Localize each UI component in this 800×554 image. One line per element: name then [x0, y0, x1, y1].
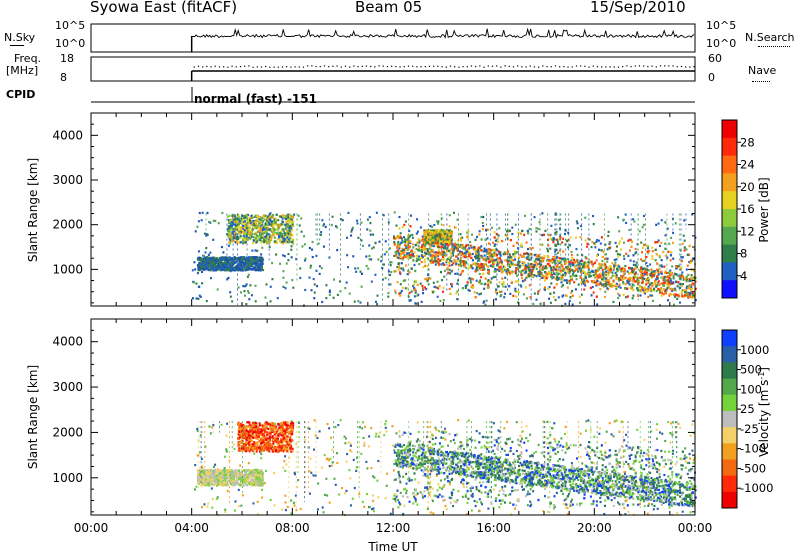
nsky-tick-bottom: 10^0 [55, 37, 86, 50]
freq-series [190, 65, 695, 81]
colorbar-swatch [722, 137, 737, 157]
beam-title: Beam 05 [355, 0, 423, 16]
x-axis-label: Time UT [367, 540, 418, 554]
y-tick-label: 2000 [52, 425, 83, 439]
colorbar-swatch [722, 155, 737, 174]
colorbar-tick-label: 1000 [740, 343, 769, 357]
velocity-ylabel: Slant Range [km] [26, 365, 40, 469]
freq-tick-top: 18 [60, 52, 74, 65]
x-tick-label: 20:00 [577, 521, 612, 535]
power-heatmap [191, 211, 697, 308]
nsky-label: N.Sky [4, 31, 36, 44]
nsky-series [190, 27, 695, 52]
nave-tick-top: 60 [708, 52, 722, 65]
colorbar-tick-label: 12 [740, 224, 755, 238]
colorbar-tick-label: 500 [740, 363, 762, 377]
colorbar-swatch [722, 410, 737, 428]
x-tick-label: 08:00 [275, 521, 310, 535]
colorbar-swatch [722, 362, 737, 380]
colorbar-swatch [722, 346, 737, 363]
velocity-axis-ticks: 1000 2000 3000 4000 [52, 318, 696, 515]
colorbar-swatch [722, 394, 737, 412]
colorbar-tick-label: 8 [740, 247, 747, 261]
colorbar-swatch [722, 378, 737, 396]
x-tick-label: 00:00 [678, 521, 713, 535]
colorbar-swatch [722, 443, 737, 460]
nsky-tick-top: 10^5 [55, 19, 86, 32]
y-tick-label: 1000 [52, 262, 83, 276]
y-tick-label: 4000 [52, 128, 83, 142]
colorbar-swatch [722, 475, 737, 493]
x-tick-label: 16:00 [476, 521, 511, 535]
colorbar-tick-label: -100 [740, 442, 766, 456]
x-tick-label: 00:00 [74, 521, 109, 535]
colorbar-tick-label: 4 [740, 269, 747, 283]
colorbar-swatch [722, 427, 737, 444]
cpid-label: CPID [6, 88, 36, 101]
x-tick-label: 04:00 [174, 521, 209, 535]
colorbar-tick-label: 24 [740, 158, 755, 172]
colorbar-swatch [722, 173, 737, 192]
colorbar-tick-label: -25 [740, 422, 759, 436]
nsky-panel-frame [90, 23, 696, 53]
y-tick-label: 2000 [52, 218, 83, 232]
colorbar-tick-label: -1000 [740, 481, 773, 495]
colorbar-tick-label: 20 [740, 180, 755, 194]
colorbar-swatch [722, 330, 737, 347]
nsearch-legend-line [758, 46, 790, 47]
colorbar-tick-label: -500 [740, 461, 766, 475]
colorbar-tick-label: 100 [740, 382, 762, 396]
freq-unit: [MHz] [6, 64, 39, 77]
x-tick-label: 12:00 [376, 521, 411, 535]
nsearch-tick-top: 10^5 [706, 19, 737, 32]
nave-tick-bottom: 0 [708, 71, 715, 84]
colorbar-swatch [722, 191, 737, 210]
velocity-colorbar: 1000 500 100 25 -25 -100 -500 -1000 [721, 329, 773, 509]
colorbar-tick-label: 25 [740, 402, 755, 416]
colorbar-swatch [722, 491, 737, 509]
colorbar-tick-label: 16 [740, 202, 755, 216]
colorbar-swatch [722, 459, 737, 477]
nave-label: Nave [748, 64, 777, 77]
colorbar-swatch [722, 120, 737, 139]
power-colorbar-label: Power [dB] [757, 177, 771, 242]
nave-legend-line [752, 81, 770, 82]
y-tick-label: 3000 [52, 173, 83, 187]
power-axis-ticks: 1000 2000 3000 4000 [52, 112, 696, 306]
x-axis-ticks: 00:00 04:00 08:00 12:00 16:00 20:00 00:00 [74, 521, 713, 535]
freq-label: Freq. [14, 52, 42, 65]
velocity-heatmap [193, 419, 697, 517]
freq-tick-bottom: 8 [60, 71, 67, 84]
power-colorbar: 4 8 12 16 20 24 28 [721, 119, 755, 299]
y-tick-label: 1000 [52, 471, 83, 485]
nsearch-label: N.Search [745, 31, 795, 44]
nsky-legend-line [10, 45, 24, 46]
y-tick-label: 4000 [52, 335, 83, 349]
velocity-colorbar-label: Velocity [m s-1] [757, 367, 771, 457]
colorbar-swatch [722, 262, 737, 281]
colorbar-swatch [722, 209, 737, 228]
date-title: 15/Sep/2010 [590, 0, 686, 16]
colorbar-swatch [722, 226, 737, 246]
colorbar-swatch [722, 280, 737, 299]
y-tick-label: 3000 [52, 380, 83, 394]
colorbar-tick-label: 28 [740, 135, 755, 149]
nsearch-tick-bottom: 10^0 [706, 37, 737, 50]
freq-panel-frame [90, 56, 696, 82]
station-title: Syowa East (fitACF) [90, 0, 238, 16]
colorbar-swatch [722, 244, 737, 263]
power-ylabel: Slant Range [km] [26, 158, 40, 262]
